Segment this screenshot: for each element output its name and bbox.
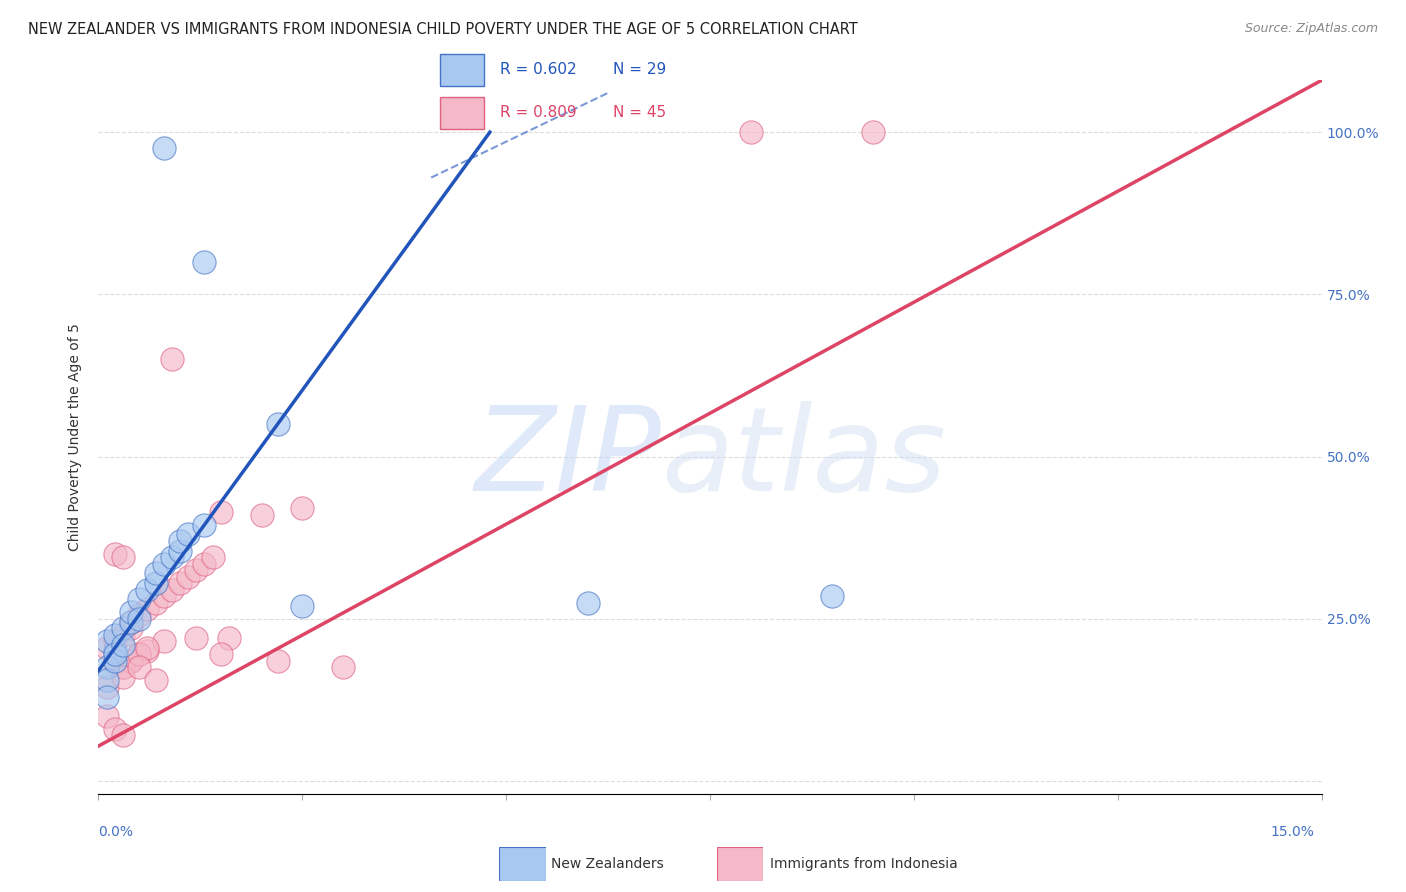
Text: 15.0%: 15.0% <box>1271 825 1315 839</box>
Point <box>111 638 134 652</box>
Point <box>267 654 290 668</box>
Point <box>111 670 134 684</box>
Point <box>169 543 191 558</box>
Point <box>740 125 762 139</box>
Point <box>145 566 167 581</box>
Point <box>96 673 118 688</box>
Point <box>104 654 127 668</box>
Point <box>193 517 215 532</box>
Point <box>152 141 174 155</box>
Point <box>111 660 134 674</box>
Text: atlas: atlas <box>661 401 946 516</box>
Text: 0.0%: 0.0% <box>98 825 134 839</box>
Point <box>160 582 183 597</box>
Point <box>193 557 215 571</box>
Point <box>291 599 314 613</box>
Point <box>120 654 142 668</box>
Point <box>169 576 191 591</box>
Point <box>96 709 118 723</box>
Point <box>96 640 118 655</box>
Point <box>120 654 142 668</box>
Text: New Zealanders: New Zealanders <box>551 857 664 871</box>
Point <box>111 660 134 674</box>
Point <box>120 605 142 619</box>
Point <box>128 592 150 607</box>
Point <box>136 640 159 655</box>
Point <box>152 589 174 603</box>
Point <box>128 660 150 674</box>
Point <box>209 505 232 519</box>
Point <box>186 631 208 645</box>
Text: Source: ZipAtlas.com: Source: ZipAtlas.com <box>1244 22 1378 36</box>
Point <box>111 729 134 743</box>
Point <box>96 690 118 704</box>
Point <box>160 352 183 367</box>
Point <box>209 648 232 662</box>
Point <box>160 550 183 565</box>
Point <box>136 582 159 597</box>
Point <box>821 589 844 603</box>
Point <box>104 628 127 642</box>
Point <box>128 648 150 662</box>
Point <box>332 660 354 674</box>
Point <box>128 612 150 626</box>
Point <box>136 602 159 616</box>
Text: R = 0.809: R = 0.809 <box>501 105 576 120</box>
Point <box>111 622 134 636</box>
Text: N = 45: N = 45 <box>613 105 665 120</box>
Point <box>145 595 167 609</box>
Text: NEW ZEALANDER VS IMMIGRANTS FROM INDONESIA CHILD POVERTY UNDER THE AGE OF 5 CORR: NEW ZEALANDER VS IMMIGRANTS FROM INDONES… <box>28 22 858 37</box>
Point <box>111 550 134 565</box>
FancyBboxPatch shape <box>440 97 484 129</box>
Point <box>218 631 240 645</box>
Point <box>136 644 159 658</box>
Point <box>576 595 599 609</box>
Point <box>145 673 167 688</box>
Point <box>104 547 127 561</box>
Point <box>152 634 174 648</box>
Point <box>128 648 150 662</box>
Point <box>96 660 118 674</box>
Point <box>104 634 127 648</box>
Point <box>120 622 142 636</box>
Point <box>104 648 127 662</box>
Point <box>145 576 167 591</box>
Point <box>267 417 290 431</box>
Point <box>96 680 118 694</box>
Point <box>104 644 127 658</box>
Point <box>128 608 150 623</box>
Point <box>120 615 142 629</box>
Text: N = 29: N = 29 <box>613 62 666 78</box>
Text: ZIP: ZIP <box>474 401 661 516</box>
Text: R = 0.602: R = 0.602 <box>501 62 576 78</box>
Point <box>96 634 118 648</box>
Text: Immigrants from Indonesia: Immigrants from Indonesia <box>770 857 959 871</box>
Point <box>169 533 191 548</box>
FancyBboxPatch shape <box>440 54 484 86</box>
Point <box>104 722 127 736</box>
Point <box>186 563 208 577</box>
Point <box>862 125 884 139</box>
Point <box>104 657 127 672</box>
Point <box>250 508 273 522</box>
Point <box>152 557 174 571</box>
Point <box>177 569 200 583</box>
Point <box>201 550 224 565</box>
Point <box>111 628 134 642</box>
Point <box>120 615 142 629</box>
Point <box>177 527 200 541</box>
Y-axis label: Child Poverty Under the Age of 5: Child Poverty Under the Age of 5 <box>69 323 83 551</box>
Point <box>193 255 215 269</box>
Point <box>291 501 314 516</box>
